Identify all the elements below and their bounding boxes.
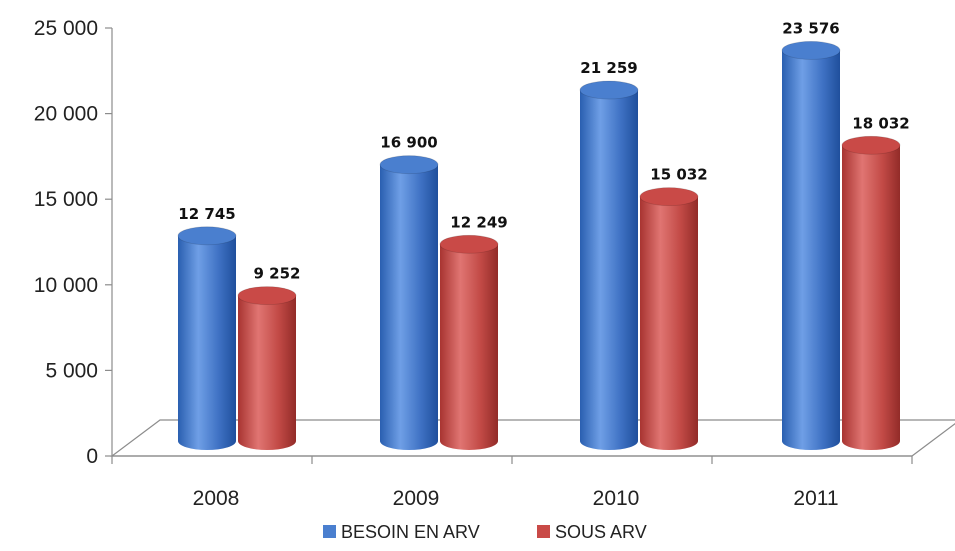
bar-sous-2009: [439, 234, 499, 450]
bar-body: [782, 50, 840, 451]
bar-body: [440, 244, 498, 450]
legend-swatch: [323, 525, 336, 538]
y-tick-label: 25 000: [34, 17, 98, 40]
data-label: 21 259: [580, 59, 637, 77]
bar-body: [640, 196, 698, 450]
legend-label: SOUS ARV: [555, 522, 647, 542]
legend-label: BESOIN EN ARV: [341, 522, 480, 542]
bar-top-cap: [177, 226, 237, 246]
bar-top-cap: [639, 187, 699, 207]
bar-body: [842, 145, 900, 450]
bar-top-cap: [841, 135, 901, 155]
data-label: 12 745: [178, 205, 235, 223]
bar-besoin-2010: [579, 80, 639, 450]
y-tick-label: 15 000: [34, 188, 98, 211]
y-tick-label: 5 000: [45, 359, 98, 382]
y-tick-label: 20 000: [34, 103, 98, 126]
bar-besoin-2008: [177, 226, 237, 450]
y-tick-label: 0: [86, 445, 98, 468]
bar-sous-2011: [841, 135, 901, 450]
bar-besoin-2009: [379, 155, 439, 450]
bar-besoin-2011: [781, 40, 841, 451]
x-tick-label: 2008: [193, 487, 240, 510]
data-label: 9 252: [254, 265, 301, 283]
y-tick-label: 10 000: [34, 274, 98, 297]
bar-body: [380, 164, 438, 450]
legend-swatch: [537, 525, 550, 538]
x-tick-label: 2011: [793, 487, 838, 510]
data-label: 12 249: [450, 213, 507, 231]
bar-sous-2010: [639, 187, 699, 450]
bar-top-cap: [579, 80, 639, 100]
data-label: 15 032: [650, 166, 707, 184]
bar-sous-2008: [237, 286, 297, 450]
x-tick-label: 2009: [393, 487, 440, 510]
bar-top-cap: [237, 286, 297, 306]
bar-top-cap: [439, 234, 499, 254]
x-tick-label: 2010: [593, 487, 640, 510]
bar-top-cap: [379, 155, 439, 175]
data-label: 16 900: [380, 134, 437, 152]
bar-body: [238, 295, 296, 450]
data-label: 23 576: [782, 19, 839, 37]
bar-body: [580, 90, 638, 450]
bar-body: [178, 235, 236, 450]
data-label: 18 032: [852, 114, 909, 132]
bar-top-cap: [781, 40, 841, 60]
